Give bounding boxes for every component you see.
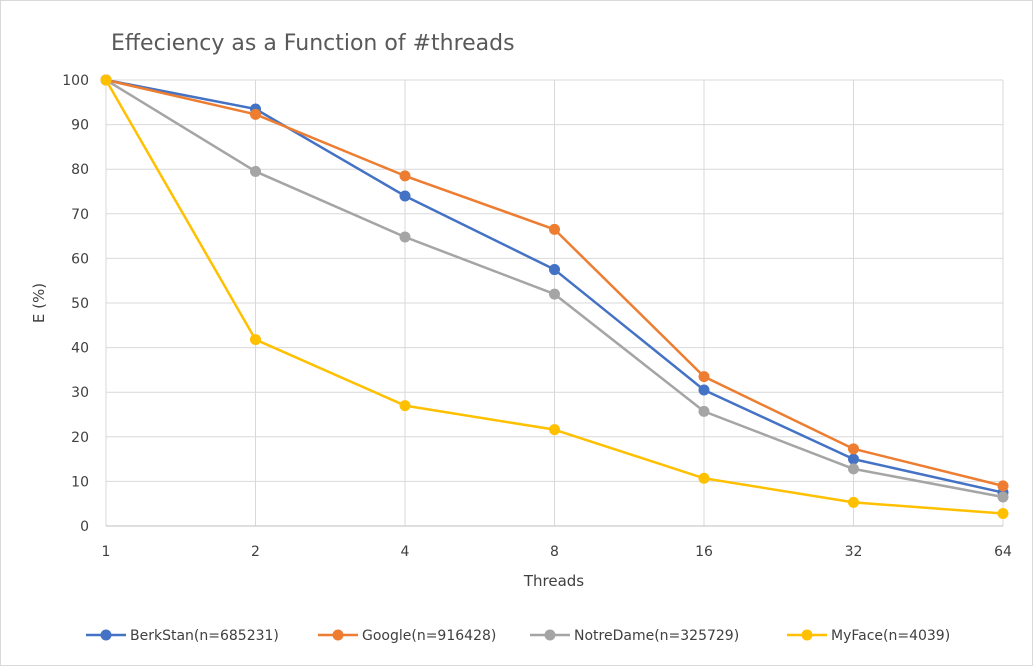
- data-point: [698, 472, 710, 484]
- x-axis-label: Threads: [523, 572, 584, 590]
- y-tick-label: 20: [71, 430, 89, 446]
- x-tick-label: 32: [845, 544, 863, 560]
- series-layer: [100, 74, 1009, 520]
- data-point: [848, 443, 859, 455]
- x-tick-label: 16: [695, 544, 713, 560]
- legend-item: Google(n=916428): [318, 628, 496, 644]
- y-tick-label: 60: [71, 251, 89, 267]
- series-google: [100, 74, 1009, 492]
- y-tick-label: 10: [71, 474, 89, 490]
- legend: BerkStan(n=685231) Google(n=916428) NotreD…: [86, 628, 950, 644]
- data-point: [399, 400, 411, 412]
- x-axis-ticks: 1 2 4 8 16 32 64: [102, 544, 1012, 560]
- y-tick-label: 0: [80, 519, 89, 535]
- legend-label: BerkStan(n=685231): [130, 628, 279, 644]
- data-point: [997, 491, 1009, 503]
- y-axis-label: E (%): [30, 283, 48, 323]
- data-point: [997, 508, 1009, 520]
- y-tick-label: 40: [71, 341, 89, 357]
- chart-title: Effeciency as a Function of #threads: [111, 31, 515, 56]
- data-point: [250, 165, 261, 177]
- grid-layer: [105, 79, 1004, 527]
- y-tick-label: 30: [71, 385, 89, 401]
- x-tick-label: 1: [102, 544, 111, 560]
- data-point: [399, 190, 411, 202]
- legend-marker: [332, 629, 344, 641]
- y-tick-label: 80: [71, 162, 89, 178]
- x-tick-label: 2: [251, 544, 260, 560]
- legend-marker: [801, 629, 813, 641]
- legend-label: MyFace(n=4039): [831, 628, 950, 644]
- x-tick-label: 8: [550, 544, 559, 560]
- data-point: [848, 496, 859, 508]
- data-point: [399, 231, 411, 243]
- data-point: [997, 480, 1009, 492]
- data-point: [250, 334, 261, 346]
- legend-item: BerkStan(n=685231): [86, 628, 279, 644]
- x-tick-label: 64: [994, 544, 1012, 560]
- data-point: [848, 453, 859, 465]
- legend-marker: [544, 629, 556, 641]
- data-point: [549, 288, 560, 300]
- data-point: [698, 405, 710, 417]
- legend-label: Google(n=916428): [362, 628, 496, 644]
- y-axis-ticks: 0 10 20 30 40 50 60 70 80 90 100: [62, 73, 89, 535]
- legend-item: NotreDame(n=325729): [530, 628, 739, 644]
- data-point: [250, 108, 261, 120]
- series-myface: [100, 74, 1009, 520]
- data-point: [100, 74, 112, 86]
- data-point: [698, 371, 710, 383]
- data-point: [399, 170, 411, 182]
- data-point: [549, 223, 560, 235]
- y-tick-label: 70: [71, 207, 89, 223]
- data-point: [698, 384, 710, 396]
- legend-item: MyFace(n=4039): [787, 628, 950, 644]
- y-tick-label: 50: [71, 296, 89, 312]
- data-point: [549, 264, 560, 276]
- legend-label: NotreDame(n=325729): [574, 628, 739, 644]
- data-point: [549, 424, 560, 436]
- y-tick-label: 100: [62, 73, 89, 89]
- x-tick-label: 4: [401, 544, 410, 560]
- data-point: [848, 463, 859, 475]
- legend-marker: [100, 629, 112, 641]
- y-tick-label: 90: [71, 118, 89, 134]
